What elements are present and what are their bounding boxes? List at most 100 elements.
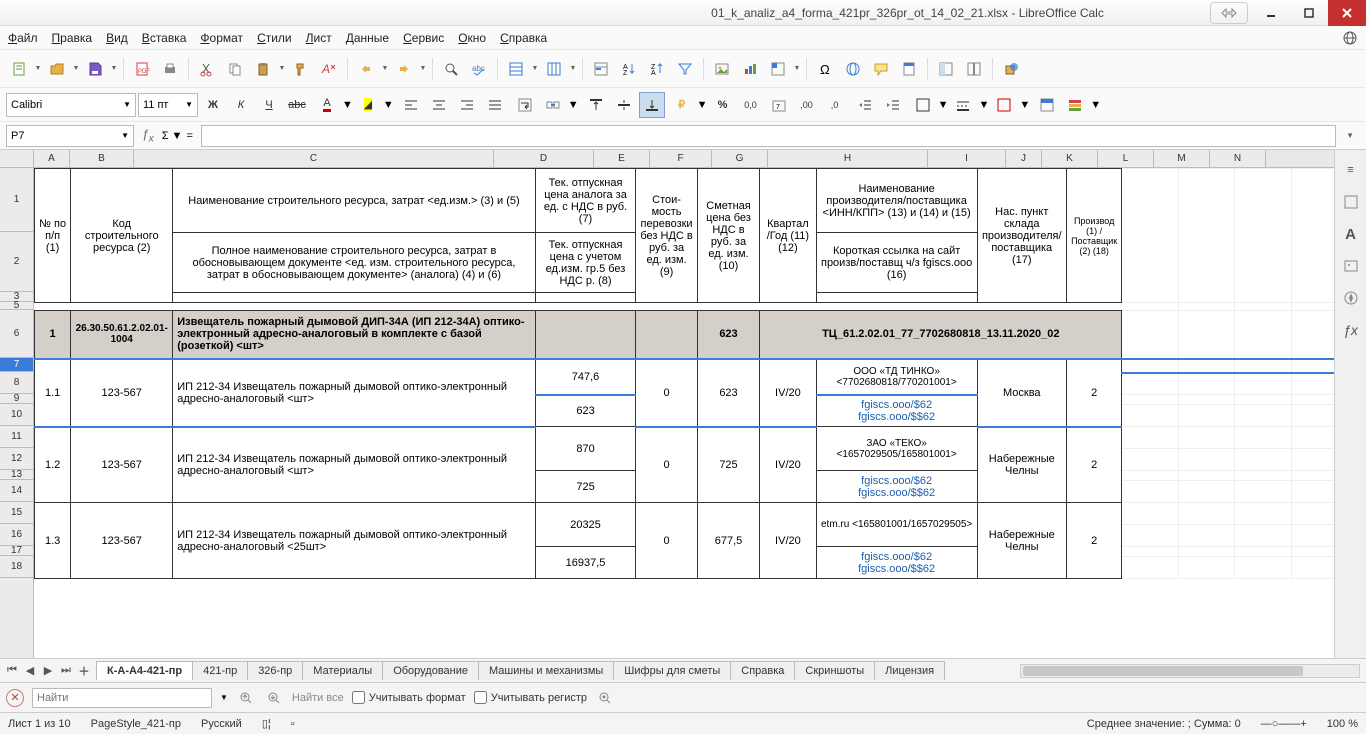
clone-format-button[interactable] [288,56,314,82]
valign-middle-button[interactable] [611,92,637,118]
valign-bottom-button[interactable] [639,92,665,118]
pivot-button[interactable] [765,56,791,82]
menu-insert[interactable]: Вставка [142,31,187,45]
clear-format-button[interactable]: A [316,56,342,82]
open-button[interactable] [44,56,70,82]
sheet-tab[interactable]: Шифры для сметы [613,661,731,680]
find-input[interactable] [32,688,212,708]
currency-button[interactable]: ₽ [669,92,695,118]
sheet-tab[interactable]: Материалы [302,661,383,680]
print-button[interactable] [157,56,183,82]
date-button[interactable]: 7 [766,92,792,118]
sort-button[interactable] [588,56,614,82]
cut-button[interactable] [194,56,220,82]
sort-desc-button[interactable]: ZA [644,56,670,82]
maximize-button[interactable] [1290,0,1328,26]
menu-sheet[interactable]: Лист [306,31,332,45]
new-button[interactable] [6,56,32,82]
strike-button[interactable]: abc [284,92,310,118]
bordercolor-button[interactable] [991,92,1017,118]
dec-dec-button[interactable]: ,0 [822,92,848,118]
align-left-button[interactable] [398,92,424,118]
hyperlink-button[interactable] [840,56,866,82]
find-next-button[interactable] [264,688,284,708]
tab-last[interactable]: ⏭ [58,663,74,679]
menu-styles[interactable]: Стили [257,31,292,45]
find-close-button[interactable]: ✕ [6,689,24,707]
horizontal-scrollbar[interactable] [1020,664,1360,678]
autoformat-button[interactable] [1034,92,1060,118]
tab-next[interactable]: ▶ [40,663,56,679]
status-lang[interactable]: Русский [201,718,242,730]
status-insmode[interactable]: ▯¦ [262,717,271,730]
equals-icon[interactable]: = [186,130,192,142]
globe-icon[interactable] [1342,30,1358,46]
match-format-check[interactable]: Учитывать формат [352,691,466,704]
menu-edit[interactable]: Правка [52,31,93,45]
autofilter-button[interactable] [672,56,698,82]
find-all-button[interactable]: Найти все [292,692,344,704]
font-size-combo[interactable]: 11 пт▼ [138,93,198,117]
row-button[interactable] [503,56,529,82]
wrap-button[interactable] [512,92,538,118]
menu-tools[interactable]: Сервис [403,31,444,45]
fx-icon[interactable]: ƒx [138,127,158,144]
find-button[interactable] [438,56,464,82]
dec-inc-button[interactable]: ,00 [794,92,820,118]
status-selmode[interactable]: ▫ [291,718,295,730]
indent-dec-button[interactable] [852,92,878,118]
minimize-button[interactable] [1252,0,1290,26]
menu-format[interactable]: Формат [200,31,243,45]
redo-button[interactable] [391,56,417,82]
menu-window[interactable]: Окно [458,31,486,45]
condformat-button[interactable] [1062,92,1088,118]
comment-button[interactable] [868,56,894,82]
col-button[interactable] [541,56,567,82]
fontcolor-button[interactable]: A [314,92,340,118]
pin-button[interactable] [1210,2,1248,24]
paste-button[interactable] [250,56,276,82]
align-right-button[interactable] [454,92,480,118]
tab-prev[interactable]: ◀ [22,663,38,679]
save-button[interactable] [82,56,108,82]
valign-top-button[interactable] [583,92,609,118]
bold-button[interactable]: Ж [200,92,226,118]
sidebar-functions-icon[interactable]: ƒx [1339,318,1363,342]
find-prev-button[interactable] [236,688,256,708]
align-justify-button[interactable] [482,92,508,118]
name-box[interactable]: P7▼ [6,125,134,147]
highlight-button[interactable]: ◢ [355,92,381,118]
find-options-button[interactable] [595,688,615,708]
percent-button[interactable]: % [710,92,736,118]
chart-button[interactable] [737,56,763,82]
sheet-tab[interactable]: 421-пр [192,661,248,680]
image-button[interactable] [709,56,735,82]
copy-button[interactable] [222,56,248,82]
freeze-button[interactable] [933,56,959,82]
menu-file[interactable]: Файл [8,31,38,45]
indent-inc-button[interactable] [880,92,906,118]
sheet-tab[interactable]: Справка [730,661,795,680]
sheet-tab[interactable]: 326-пр [247,661,303,680]
sidebar-navigator-icon[interactable] [1339,286,1363,310]
row-headers[interactable]: 12356789101112131415161718 [0,168,34,658]
headerfooter-button[interactable] [896,56,922,82]
sidebar-menu-icon[interactable]: ≡ [1339,158,1363,182]
italic-button[interactable]: К [228,92,254,118]
sort-asc-button[interactable]: AZ [616,56,642,82]
specialchar-button[interactable]: Ω [812,56,838,82]
sheet-tab[interactable]: Скриншоты [794,661,875,680]
menu-data[interactable]: Данные [346,31,389,45]
tab-first[interactable]: ⏮ [4,663,20,679]
zoom-slider[interactable]: —○——+ [1261,718,1307,730]
match-case-check[interactable]: Учитывать регистр [474,691,587,704]
font-name-combo[interactable]: Calibri▼ [6,93,136,117]
align-center-button[interactable] [426,92,452,118]
status-zoom[interactable]: 100 % [1327,718,1358,730]
formula-input[interactable] [201,125,1336,147]
menu-help[interactable]: Справка [500,31,547,45]
formula-expand[interactable]: ▼ [1340,131,1360,140]
sum-icon[interactable]: Σ ▼ [162,130,183,142]
sheet-tab[interactable]: Лицензия [874,661,945,680]
sheet-tab[interactable]: Машины и механизмы [478,661,614,680]
